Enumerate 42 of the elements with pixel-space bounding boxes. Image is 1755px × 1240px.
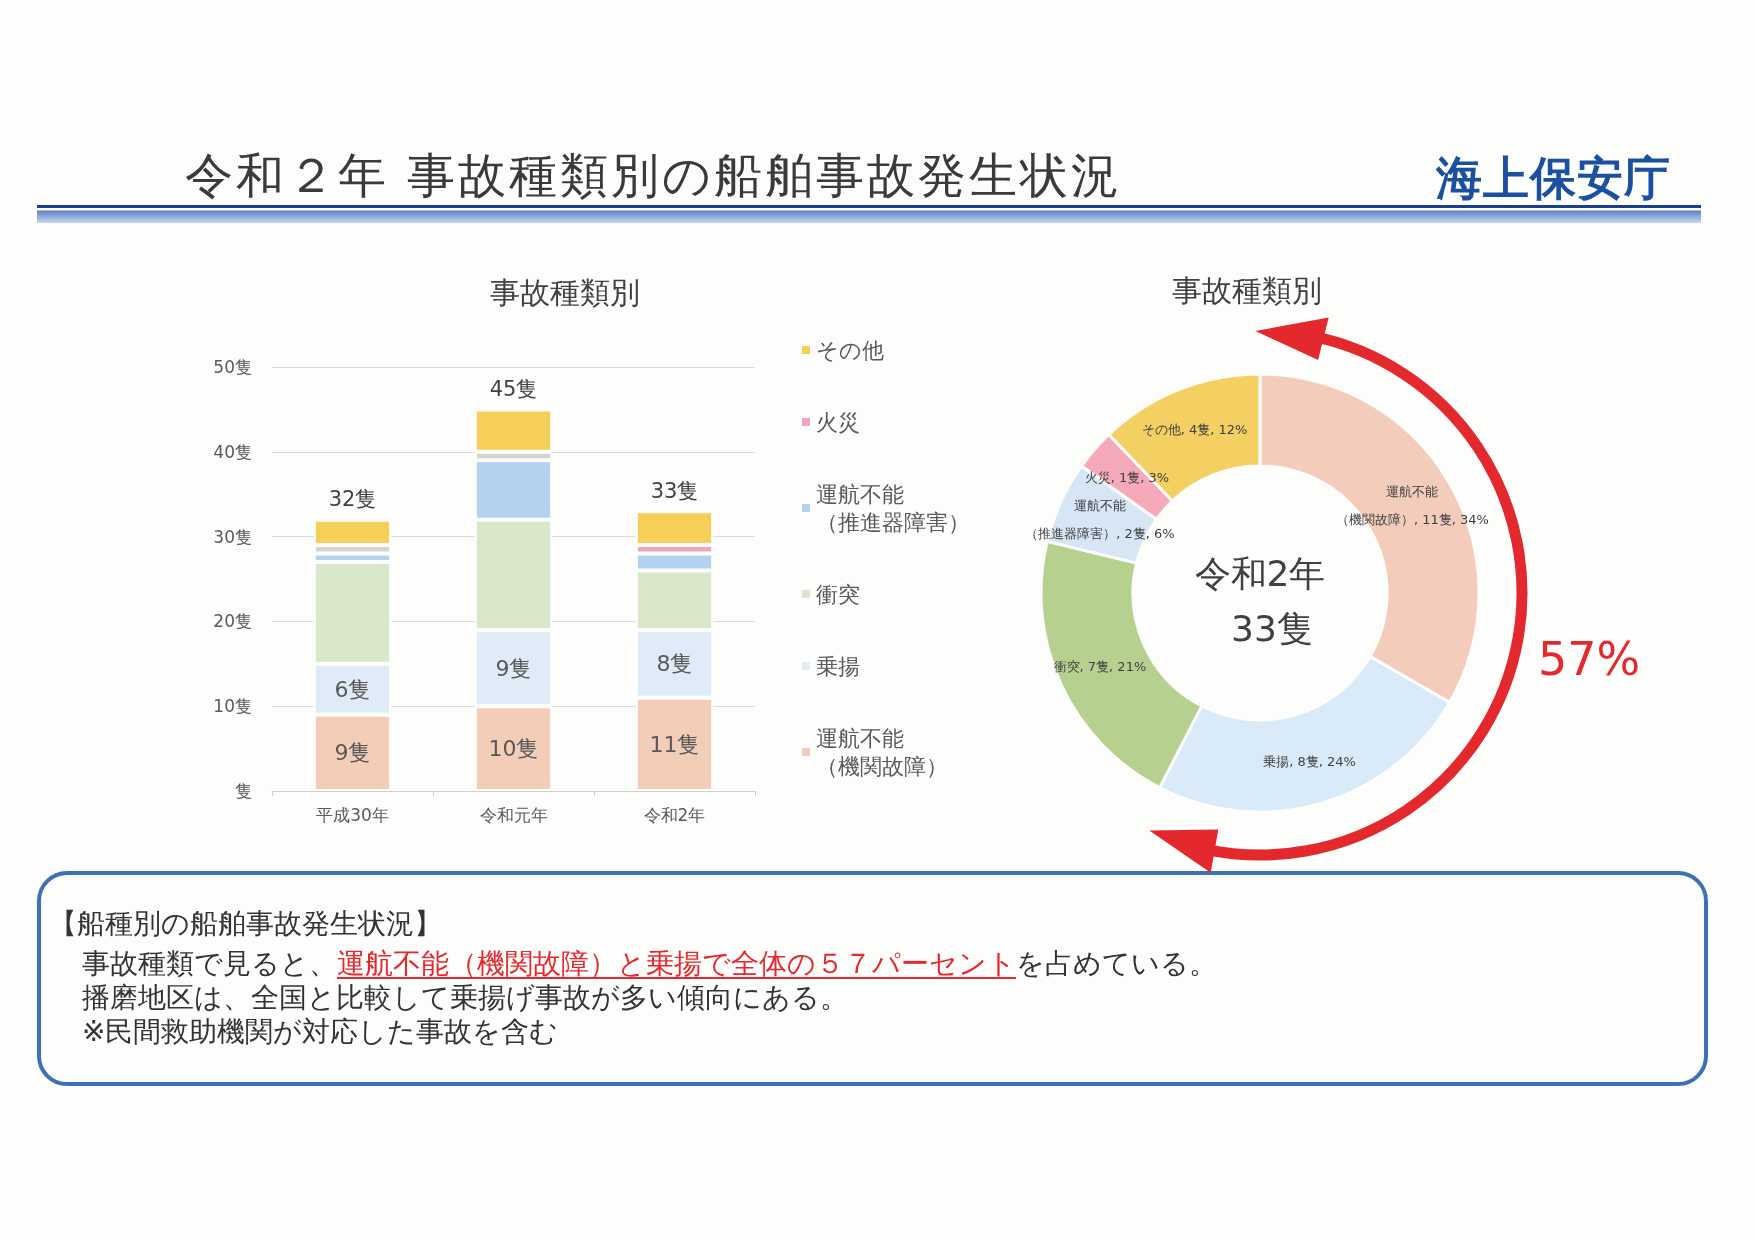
x-tick-label: 令和2年 (643, 804, 706, 825)
text: を占めている。 (1016, 947, 1217, 980)
text: 57% (1538, 632, 1641, 688)
chart-title: 事故種類別 (490, 274, 640, 310)
data-label: 8隻 (656, 651, 693, 677)
text: 播磨地区は、全国と比較して乗揚げ事故が多い傾向にある。 (82, 981, 848, 1014)
slice-label: 運航不能（機関故障）, 11隻, 34% (1335, 483, 1489, 527)
legend-label: 衝突 (816, 581, 860, 607)
legend-label: 運航不能（機関故障） (816, 725, 948, 779)
slice-label: 運航不能（推進器障害）, 2隻, 6% (1025, 498, 1175, 542)
slice-label: 衝突, 7隻, 21% (1053, 658, 1147, 674)
text: 33隻 (1231, 607, 1313, 651)
chart-title: 事故種類別 (1172, 272, 1322, 308)
text: 事故種類で見ると、 (82, 947, 337, 980)
y-tick-label: 40隻 (213, 441, 252, 462)
legend-label: その他 (816, 337, 884, 363)
y-tick-label: 50隻 (213, 357, 252, 377)
total-label: 32隻 (328, 487, 377, 512)
x-tick-label: 令和元年 (479, 804, 548, 825)
y-tick-label: 20隻 (213, 611, 252, 632)
text: 海上保安庁 (1436, 151, 1671, 205)
data-label: 10隻 (488, 736, 539, 762)
text: ※民間救助機関が対応した事故を含む (82, 1015, 559, 1048)
x-tick-label: 平成30年 (316, 804, 389, 825)
data-label: 6隻 (334, 676, 371, 702)
total-label: 33隻 (650, 478, 699, 503)
data-label: 9隻 (495, 655, 532, 681)
y-tick-label: 10隻 (213, 696, 252, 717)
y-tick-label: 30隻 (213, 526, 252, 547)
slice-label: その他, 4隻, 12% (1141, 422, 1248, 438)
text: 【船種別の船舶事故発生状況】 (49, 907, 442, 941)
legend-label: 乗揚 (816, 653, 860, 679)
data-label: 11隻 (649, 731, 700, 757)
text: 令和２年 事故種類別の船舶事故発生状況 (185, 147, 1123, 205)
slice-label: 乗揚, 8隻, 24% (1263, 754, 1356, 770)
y-tick-label: 隻 (235, 781, 252, 801)
legend-label: 火災 (816, 409, 860, 435)
total-label: 45隻 (489, 376, 538, 401)
legend-label: 運航不能（推進器障害） (816, 481, 970, 535)
data-label: 9隻 (334, 740, 371, 766)
text: 令和2年 (1194, 552, 1326, 596)
text: 運航不能（機関故障）と乗揚で全体の５７パーセント (337, 947, 1016, 980)
